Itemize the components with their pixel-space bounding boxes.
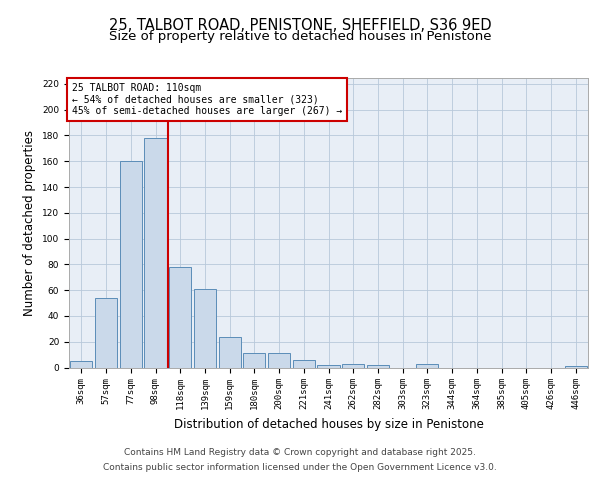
Bar	[119, 162, 142, 368]
Bar	[565, 366, 587, 368]
Bar	[194, 289, 216, 368]
Text: Contains HM Land Registry data © Crown copyright and database right 2025.: Contains HM Land Registry data © Crown c…	[124, 448, 476, 457]
X-axis label: Distribution of detached houses by size in Penistone: Distribution of detached houses by size …	[173, 418, 484, 431]
Bar	[416, 364, 439, 368]
Bar	[145, 138, 167, 368]
Bar	[243, 354, 265, 368]
Text: Size of property relative to detached houses in Penistone: Size of property relative to detached ho…	[109, 30, 491, 43]
Bar	[169, 267, 191, 368]
Text: 25, TALBOT ROAD, PENISTONE, SHEFFIELD, S36 9ED: 25, TALBOT ROAD, PENISTONE, SHEFFIELD, S…	[109, 18, 491, 32]
Bar	[342, 364, 364, 368]
Bar	[95, 298, 117, 368]
Bar	[70, 361, 92, 368]
Text: Contains public sector information licensed under the Open Government Licence v3: Contains public sector information licen…	[103, 463, 497, 472]
Bar	[293, 360, 315, 368]
Bar	[317, 365, 340, 368]
Bar	[268, 354, 290, 368]
Text: 25 TALBOT ROAD: 110sqm
← 54% of detached houses are smaller (323)
45% of semi-de: 25 TALBOT ROAD: 110sqm ← 54% of detached…	[71, 84, 342, 116]
Bar	[218, 336, 241, 368]
Bar	[367, 365, 389, 368]
Y-axis label: Number of detached properties: Number of detached properties	[23, 130, 37, 316]
